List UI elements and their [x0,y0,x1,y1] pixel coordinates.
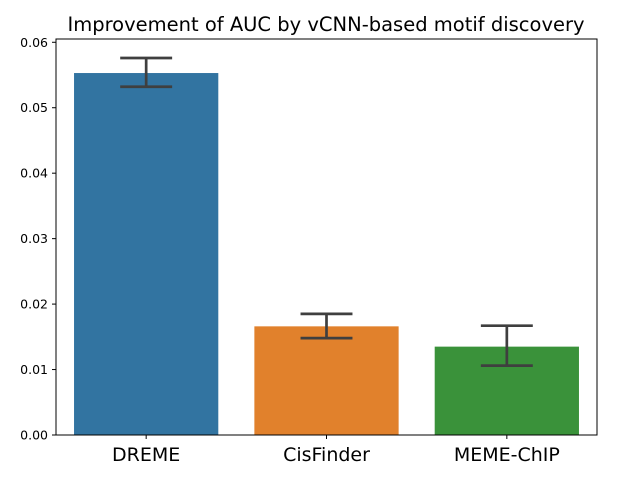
y-axis: 0.00 0.01 0.02 0.03 0.04 0.05 0.06 [20,35,56,443]
bar-dreme [74,73,219,435]
error-bar-dreme [120,56,173,89]
y-tick-label: 0.03 [20,231,48,246]
x-tick-label: MEME-ChIP [454,444,560,466]
y-tick-label: 0.05 [20,100,48,115]
y-tick-label: 0.01 [20,362,48,377]
y-tick-label: 0.00 [20,428,48,443]
plot-frame [55,38,598,436]
y-tick-label: 0.02 [20,297,48,312]
y-tick-label: 0.04 [20,166,48,181]
x-tick-label: DREME [112,444,180,466]
bars-group [74,73,579,435]
bar-cisfinder [254,326,399,435]
error-bar-cisfinder [300,312,353,340]
x-tick-label: CisFinder [283,444,370,466]
y-tick-label: 0.06 [20,35,48,50]
x-axis: DREME CisFinder MEME-ChIP [112,435,560,466]
error-bar-meme-chip [480,324,533,367]
chart-title: Improvement of AUC by vCNN-based motif d… [67,13,584,36]
error-bars-group [120,56,533,367]
